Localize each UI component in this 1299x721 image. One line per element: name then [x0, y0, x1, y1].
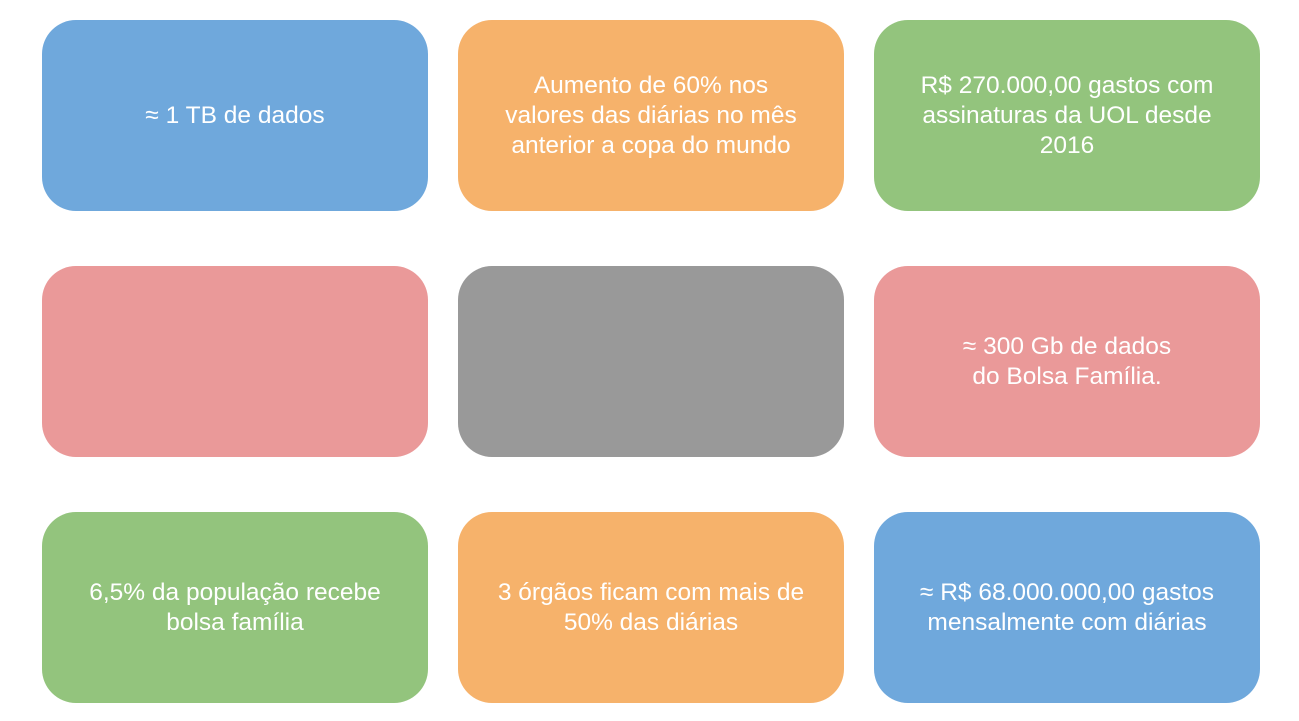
card-text: 3 órgãos ficam com mais de 50% das diári…	[497, 578, 805, 636]
info-card-gray-empty	[458, 266, 844, 457]
card-text: R$ 270.000,00 gastos com assinaturas da …	[920, 71, 1214, 159]
info-card-orange-agencies-share: 3 órgãos ficam com mais de 50% das diári…	[458, 512, 844, 703]
info-card-green-uol-subscriptions: R$ 270.000,00 gastos com assinaturas da …	[874, 20, 1260, 211]
info-card-pink-bolsa-familia-data: ≈ 300 Gb de dados do Bolsa Família.	[874, 266, 1260, 457]
info-card-orange-daily-rates-increase: Aumento de 60% nos valores das diárias n…	[458, 20, 844, 211]
info-card-pink-empty	[42, 266, 428, 457]
card-text: ≈ 300 Gb de dados do Bolsa Família.	[962, 332, 1172, 390]
info-card-blue-monthly-spending: ≈ R$ 68.000.000,00 gastos mensalmente co…	[874, 512, 1260, 703]
card-text: ≈ 1 TB de dados	[145, 101, 325, 129]
info-card-green-population-share: 6,5% da população recebe bolsa família	[42, 512, 428, 703]
info-card-blue-data-volume: ≈ 1 TB de dados	[42, 20, 428, 211]
card-text: ≈ R$ 68.000.000,00 gastos mensalmente co…	[919, 578, 1215, 636]
card-text: 6,5% da população recebe bolsa família	[89, 578, 381, 636]
card-text: Aumento de 60% nos valores das diárias n…	[505, 71, 797, 159]
